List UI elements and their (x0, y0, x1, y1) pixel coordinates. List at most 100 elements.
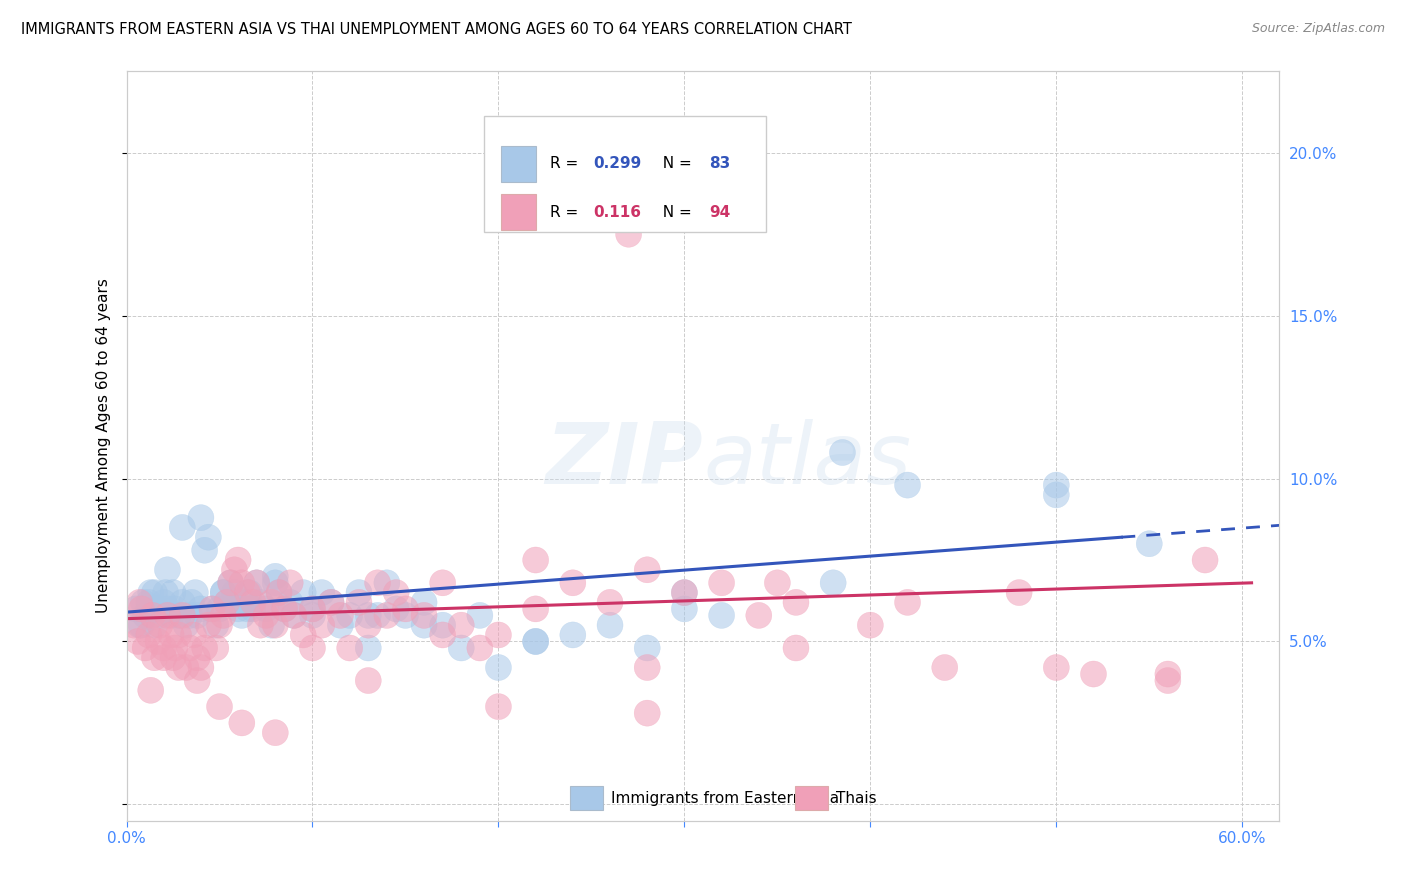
Ellipse shape (122, 596, 149, 622)
Ellipse shape (127, 590, 153, 615)
Ellipse shape (263, 563, 288, 590)
Ellipse shape (783, 590, 808, 615)
Ellipse shape (214, 590, 240, 615)
Ellipse shape (858, 612, 883, 638)
Ellipse shape (232, 590, 259, 615)
Ellipse shape (356, 612, 381, 638)
FancyBboxPatch shape (502, 194, 536, 230)
Ellipse shape (138, 580, 163, 606)
Ellipse shape (235, 596, 260, 622)
Ellipse shape (290, 580, 316, 606)
Ellipse shape (169, 515, 195, 541)
Ellipse shape (142, 645, 167, 671)
Ellipse shape (128, 612, 155, 638)
Ellipse shape (299, 602, 326, 629)
Ellipse shape (155, 596, 180, 622)
Ellipse shape (1080, 661, 1107, 687)
Ellipse shape (356, 667, 381, 694)
Ellipse shape (166, 602, 191, 629)
FancyBboxPatch shape (796, 786, 828, 810)
Ellipse shape (309, 580, 335, 606)
Ellipse shape (672, 596, 697, 622)
Ellipse shape (430, 570, 456, 596)
Ellipse shape (392, 602, 419, 629)
Ellipse shape (634, 700, 661, 726)
Ellipse shape (411, 590, 437, 615)
Ellipse shape (299, 596, 326, 622)
Ellipse shape (253, 602, 278, 629)
Ellipse shape (160, 580, 186, 606)
Ellipse shape (485, 622, 512, 648)
Ellipse shape (277, 590, 304, 615)
Ellipse shape (155, 557, 180, 582)
Ellipse shape (247, 612, 273, 638)
Ellipse shape (183, 580, 208, 606)
Ellipse shape (271, 596, 298, 622)
Text: 0.299: 0.299 (593, 156, 641, 171)
Ellipse shape (179, 590, 205, 615)
Ellipse shape (169, 602, 195, 629)
Ellipse shape (142, 580, 167, 606)
Ellipse shape (207, 596, 232, 622)
Ellipse shape (191, 635, 218, 661)
Ellipse shape (138, 677, 163, 704)
Ellipse shape (243, 570, 270, 596)
Ellipse shape (830, 440, 855, 466)
Ellipse shape (430, 612, 456, 638)
Ellipse shape (894, 590, 921, 615)
Text: 94: 94 (709, 205, 730, 220)
Ellipse shape (346, 590, 373, 615)
Text: R =: R = (550, 205, 588, 220)
Ellipse shape (184, 602, 211, 629)
Ellipse shape (384, 580, 409, 606)
Text: 0.116: 0.116 (593, 205, 641, 220)
Ellipse shape (211, 580, 236, 606)
Ellipse shape (374, 602, 399, 629)
Ellipse shape (290, 622, 316, 648)
Ellipse shape (709, 570, 734, 596)
Ellipse shape (162, 635, 188, 661)
Text: R =: R = (550, 156, 582, 171)
Ellipse shape (364, 570, 391, 596)
Ellipse shape (392, 596, 419, 622)
Ellipse shape (177, 635, 202, 661)
FancyBboxPatch shape (571, 786, 603, 810)
Ellipse shape (150, 645, 177, 671)
Ellipse shape (157, 622, 184, 648)
Ellipse shape (207, 612, 232, 638)
Ellipse shape (240, 596, 266, 622)
Text: Immigrants from Eastern Asia: Immigrants from Eastern Asia (610, 790, 839, 805)
Ellipse shape (271, 596, 298, 622)
Ellipse shape (240, 590, 266, 615)
Ellipse shape (449, 635, 474, 661)
Ellipse shape (318, 590, 344, 615)
Ellipse shape (932, 655, 957, 681)
Ellipse shape (142, 612, 167, 638)
Ellipse shape (672, 580, 697, 606)
Ellipse shape (136, 590, 162, 615)
Ellipse shape (411, 602, 437, 629)
Ellipse shape (139, 602, 166, 629)
Text: IMMIGRANTS FROM EASTERN ASIA VS THAI UNEMPLOYMENT AMONG AGES 60 TO 64 YEARS CORR: IMMIGRANTS FROM EASTERN ASIA VS THAI UNE… (21, 22, 852, 37)
Ellipse shape (169, 590, 195, 615)
Text: Source: ZipAtlas.com: Source: ZipAtlas.com (1251, 22, 1385, 36)
Ellipse shape (153, 580, 179, 606)
Ellipse shape (131, 590, 156, 615)
Ellipse shape (162, 596, 188, 622)
Ellipse shape (200, 596, 225, 622)
Ellipse shape (229, 710, 254, 736)
Ellipse shape (202, 612, 229, 638)
Ellipse shape (121, 612, 148, 638)
Ellipse shape (523, 629, 548, 655)
Ellipse shape (1192, 547, 1218, 573)
Ellipse shape (148, 612, 173, 638)
Ellipse shape (155, 602, 180, 629)
Text: Thais: Thais (835, 790, 876, 805)
Ellipse shape (411, 612, 437, 638)
Ellipse shape (263, 570, 288, 596)
Ellipse shape (229, 570, 254, 596)
Ellipse shape (634, 557, 661, 582)
Ellipse shape (235, 580, 260, 606)
Ellipse shape (1154, 661, 1181, 687)
Ellipse shape (266, 580, 292, 606)
